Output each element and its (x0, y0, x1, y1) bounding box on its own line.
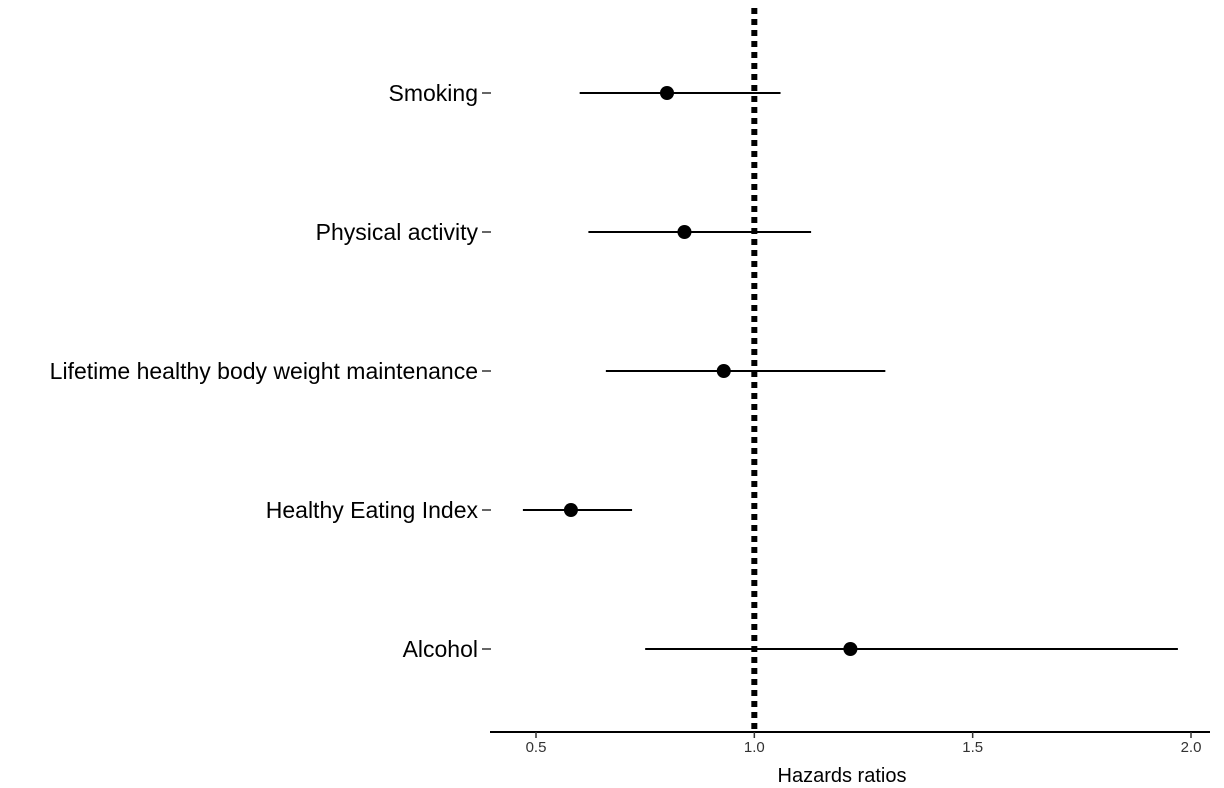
point-estimate-marker (660, 86, 674, 100)
point-estimate-marker (677, 225, 692, 239)
x-tick-label: 1.0 (744, 739, 765, 756)
point-estimate-marker (563, 503, 578, 517)
point-estimate-marker (843, 642, 858, 656)
category-label: Smoking (389, 80, 478, 106)
category-label: Alcohol (403, 636, 478, 662)
point-estimate-marker (716, 364, 731, 378)
x-tick-label: 0.5 (526, 739, 547, 756)
x-axis: 0.5 1.0 1.5 2.0 (490, 731, 1210, 756)
point-estimate-layer (563, 86, 858, 656)
x-tick-label: 1.5 (962, 739, 983, 756)
x-tick-label: 2.0 (1181, 739, 1202, 756)
category-label: Healthy Eating Index (266, 497, 479, 523)
confidence-interval-layer (522, 92, 1178, 650)
x-axis-title: Hazards ratios (778, 765, 907, 787)
category-label: Physical activity (316, 219, 479, 245)
y-axis: Smoking Physical activity Lifetime healthy… (50, 80, 491, 662)
category-label: Lifetime healthy body weight maintenance (50, 358, 478, 384)
